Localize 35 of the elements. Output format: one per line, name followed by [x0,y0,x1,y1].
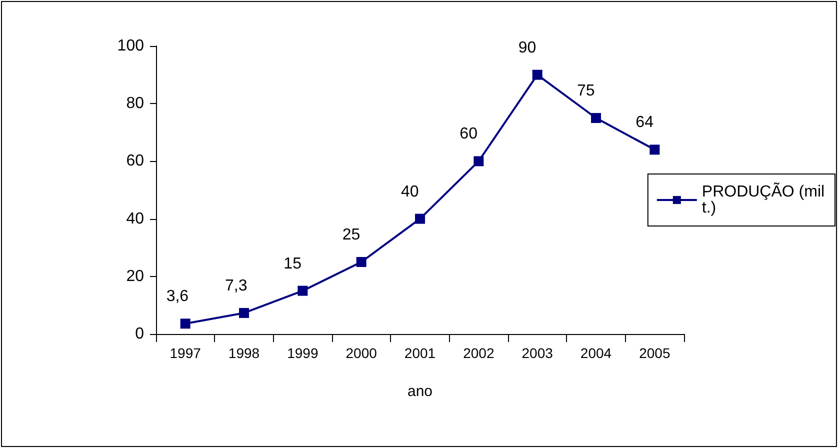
point [298,286,308,296]
data-label: 3,6 [166,288,189,306]
point [591,113,601,123]
point [650,144,660,155]
data-label: 15 [284,255,302,272]
x-tick-label: 2000 [346,345,378,361]
point [415,214,425,224]
y-tick-label: 40 [126,210,144,228]
data-label: 90 [518,39,536,56]
legend-label: PRODUÇÃO (mil t.) [702,182,829,216]
x-tick-label: 2001 [404,345,436,361]
point [474,156,484,166]
data-label: 60 [460,126,478,143]
data-label: 75 [577,82,595,100]
x-tick-label: 2002 [463,345,494,361]
data-label: 40 [401,183,419,200]
data-label: 25 [342,226,360,244]
y-tick-label: 60 [126,152,144,170]
point [239,308,249,318]
x-tick-label: 1998 [228,345,260,361]
x-tick-label: 1997 [170,345,202,361]
y-tick-label: 80 [126,95,144,112]
x-tick-label: 1999 [287,345,318,361]
point [356,257,366,267]
point [532,70,542,80]
y-tick-label: 0 [135,326,144,342]
point [180,318,190,329]
data-label: 64 [636,114,654,132]
y-tick-label: 20 [126,268,144,285]
x-tick-label: 2004 [580,345,612,361]
data-label: 7,3 [225,277,248,294]
x-tick-label: 2005 [639,345,670,361]
x-axis-title: ano [407,383,433,400]
x-tick-label: 2003 [522,345,554,361]
y-tick-label: 100 [117,38,144,54]
